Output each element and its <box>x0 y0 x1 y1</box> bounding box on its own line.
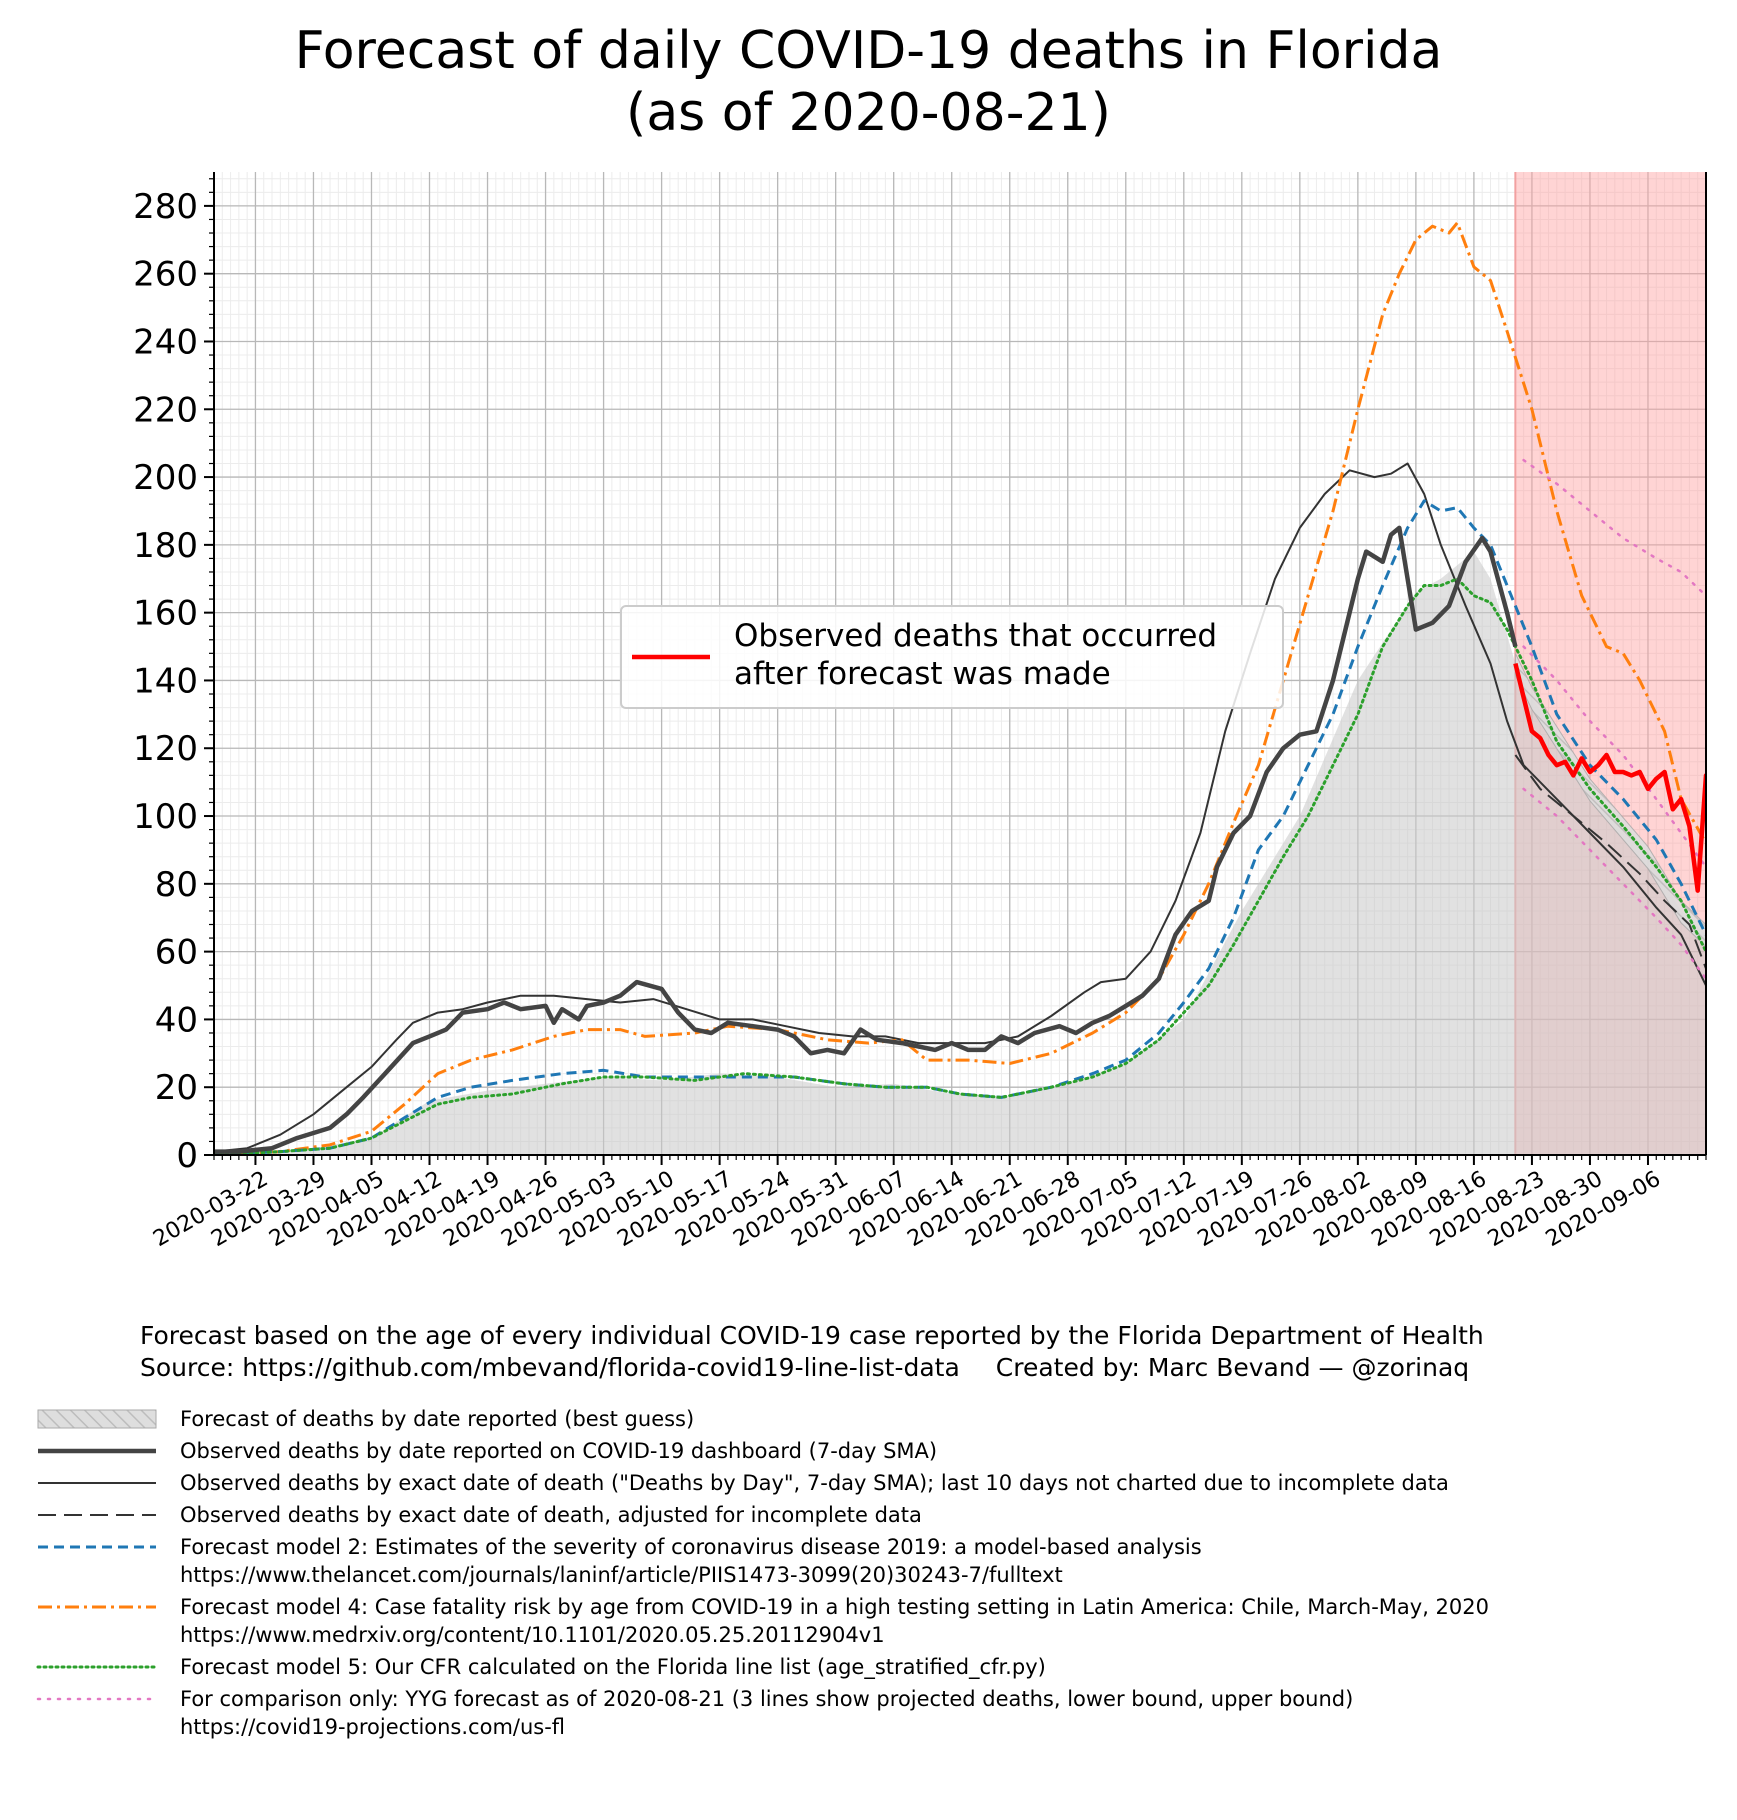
y-tick-label: 140 <box>133 661 198 701</box>
chart-footnote: Forecast based on the age of every indiv… <box>140 1320 1484 1384</box>
legend-swatch-band <box>37 1409 157 1429</box>
legend-item-label: Forecast model 5: Our CFR calculated on … <box>180 1655 1046 1679</box>
series-line-model5 <box>214 577 1706 1155</box>
footnote-line1: Forecast based on the age of every indiv… <box>140 1321 1484 1350</box>
footnote-source: Source: https://github.com/mbevand/flori… <box>140 1353 960 1382</box>
y-tick-label: 220 <box>133 390 198 430</box>
legend-item-label: For comparison only: YYG forecast as of … <box>180 1687 1354 1711</box>
legend-item-text: Observed deaths by exact date of death (… <box>180 1469 1449 1497</box>
legend-swatch-adjusted <box>38 1514 156 1516</box>
series-line-yyg-upper <box>1522 458 1706 597</box>
legend-swatch-exact <box>38 1482 156 1484</box>
y-tick-label: 260 <box>133 255 198 295</box>
chart-title-line1: Forecast of daily COVID-19 deaths in Flo… <box>294 21 1443 81</box>
legend-item-label: Observed deaths by exact date of death (… <box>180 1471 1449 1495</box>
y-tick-label: 80 <box>155 865 198 905</box>
footnote-line2: Source: https://github.com/mbevand/flori… <box>140 1352 1484 1384</box>
y-tick-label: 120 <box>133 729 198 769</box>
y-tick-label: 40 <box>155 1000 198 1040</box>
series-line-model2 <box>214 499 1706 1155</box>
legend-item-label: Forecast model 2: Estimates of the sever… <box>180 1535 1202 1559</box>
series-line-exact <box>214 462 1706 1153</box>
legend-item-model2: Forecast model 2: Estimates of the sever… <box>36 1533 1726 1589</box>
legend-item-exact: Observed deaths by exact date of death (… <box>36 1469 1726 1497</box>
legend-item-best-guess: Forecast of deaths by date reported (bes… <box>36 1405 1726 1433</box>
legend-item-url: https://covid19-projections.com/us-fl <box>180 1715 566 1739</box>
y-tick-label: 280 <box>133 187 198 227</box>
legend-item-model4: Forecast model 4: Case fatality risk by … <box>36 1593 1726 1649</box>
legend-item-url: https://www.thelancet.com/journals/lanin… <box>180 1563 1063 1587</box>
inset-legend-label: Observed deaths that occurred after fore… <box>734 617 1217 693</box>
inset-legend-label-line1: Observed deaths that occurred <box>734 618 1218 654</box>
y-tick-label: 100 <box>133 797 198 837</box>
legend-item-text: For comparison only: YYG forecast as of … <box>180 1685 1353 1741</box>
legend-item-label: Observed deaths by date reported on COVI… <box>180 1439 938 1463</box>
y-tick-label: 160 <box>133 594 198 634</box>
legend-item-text: Forecast model 4: Case fatality risk by … <box>180 1593 1489 1649</box>
legend-swatch-model2 <box>38 1545 156 1549</box>
y-tick-label: 20 <box>155 1068 198 1108</box>
y-tick-label: 240 <box>133 322 198 362</box>
inset-legend: Observed deaths that occurred after fore… <box>620 605 1284 709</box>
y-tick-label: 60 <box>155 933 198 973</box>
bottom-legend: Forecast of deaths by date reported (bes… <box>36 1405 1726 1745</box>
y-tick-label: 180 <box>133 526 198 566</box>
legend-item-text: Forecast model 2: Estimates of the sever… <box>180 1533 1202 1589</box>
y-tick-label: 0 <box>176 1136 198 1176</box>
legend-item-url: https://www.medrxiv.org/content/10.1101/… <box>180 1623 885 1647</box>
chart-subtitle: (as of 2020-08-21) <box>626 83 1111 143</box>
legend-item-adjusted: Observed deaths by exact date of death, … <box>36 1501 1726 1529</box>
legend-item-label: Forecast model 4: Case fatality risk by … <box>180 1595 1490 1619</box>
legend-item-text: Forecast of deaths by date reported (bes… <box>180 1405 694 1433</box>
legend-item-text: Observed deaths by exact date of death, … <box>180 1501 922 1529</box>
y-tick-label: 200 <box>133 458 198 498</box>
legend-item-reported: Observed deaths by date reported on COVI… <box>36 1437 1726 1465</box>
legend-item-label: Observed deaths by exact date of death, … <box>180 1503 922 1527</box>
legend-item-text: Observed deaths by date reported on COVI… <box>180 1437 937 1465</box>
legend-item-model5: Forecast model 5: Our CFR calculated on … <box>36 1653 1726 1681</box>
legend-item-text: Forecast model 5: Our CFR calculated on … <box>180 1653 1046 1681</box>
best-guess-area <box>214 551 1706 1155</box>
footnote-credit: Created by: Marc Bevand — @zorinaq <box>995 1353 1470 1382</box>
inset-legend-red-swatch <box>632 654 710 660</box>
legend-swatch-best-guess <box>37 1409 157 1429</box>
series-line-observed-after <box>1513 662 1706 893</box>
series-line-model4 <box>214 221 1706 1155</box>
legend-swatch-model5 <box>36 1665 158 1669</box>
legend-item-label: Forecast of deaths by date reported (bes… <box>180 1407 695 1431</box>
series-layer <box>214 172 1706 1155</box>
legend-swatch-model4 <box>38 1605 156 1609</box>
legend-swatch-yyg <box>36 1697 158 1701</box>
legend-swatch-reported <box>38 1448 156 1454</box>
best-guess-band <box>1514 653 1706 948</box>
chart-title: Forecast of daily COVID-19 deaths in Flo… <box>0 20 1737 144</box>
legend-item-yyg: For comparison only: YYG forecast as of … <box>36 1685 1726 1741</box>
series-line-reported <box>214 525 1518 1154</box>
series-line-yyg-lower <box>1522 787 1706 980</box>
inset-legend-label-line2: after forecast was made <box>734 656 1111 692</box>
series-line-adjusted <box>1514 754 1706 969</box>
chart-plot: 0204060801001201401601802002202402602802… <box>133 172 1707 1252</box>
